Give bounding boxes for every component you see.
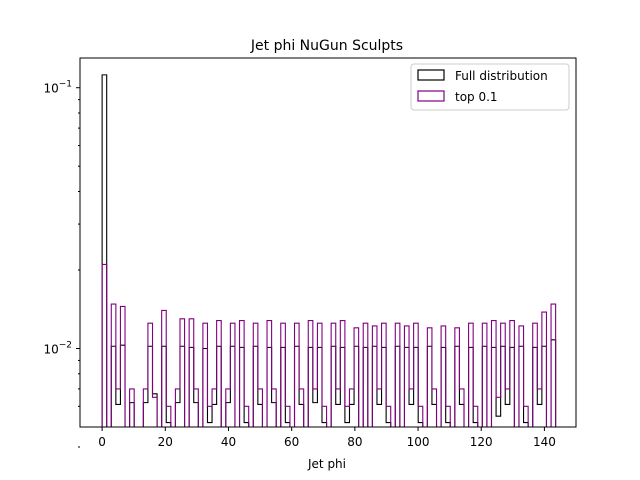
full-distribution-step-line xyxy=(101,74,557,427)
legend-label-full-distribution: Full distribution xyxy=(455,69,548,83)
x-tick-label-120: 120 xyxy=(470,435,493,449)
top-0.1-step-line xyxy=(101,263,557,427)
x-tick-label-140: 140 xyxy=(533,435,556,449)
y-axis: 10−2 10−1 xyxy=(43,80,80,448)
x-tick-label-0: 0 xyxy=(98,435,106,449)
x-tick-label-100: 100 xyxy=(407,435,430,449)
legend-swatch-full-distribution xyxy=(417,69,445,81)
legend: Full distribution top 0.1 xyxy=(410,63,570,111)
x-tick-label-60: 60 xyxy=(284,435,299,449)
x-axis-label: Jet phi xyxy=(307,457,346,471)
chart-title: Jet phi NuGun Sculpts xyxy=(250,38,403,54)
series-full-distribution xyxy=(101,74,557,427)
y-tick-label-1: 10−1 xyxy=(43,80,72,96)
series-top-0.1 xyxy=(101,263,557,427)
plot-frame xyxy=(79,57,577,428)
legend-box xyxy=(410,63,570,111)
legend-swatch-top-0.1 xyxy=(417,90,445,102)
x-tick-label-80: 80 xyxy=(347,435,362,449)
x-tick-label-40: 40 xyxy=(221,435,236,449)
legend-label-top-0.1: top 0.1 xyxy=(455,90,498,104)
x-tick-label-20: 20 xyxy=(158,435,173,449)
y-tick-label-0: 10−2 xyxy=(43,340,72,356)
x-axis: 0 20 40 60 80 100 120 140 xyxy=(98,427,556,449)
